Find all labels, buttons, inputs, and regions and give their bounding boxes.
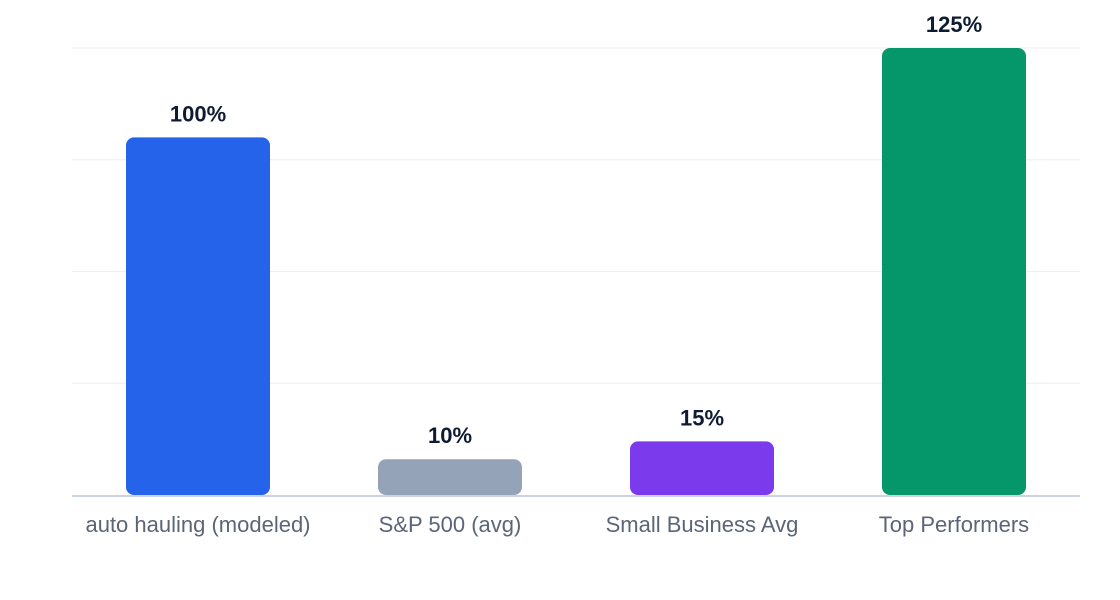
bar-value-label: 125% [926,12,982,37]
value-labels: 100% 10% 15% 125% [170,12,982,448]
bar [630,441,774,495]
x-tick-label: Small Business Avg [606,512,799,537]
x-tick-label: S&P 500 (avg) [379,512,522,537]
bars [126,48,1026,495]
bar [126,137,270,495]
x-tick-label: auto hauling (modeled) [85,512,310,537]
bar-value-label: 10% [428,423,472,448]
x-tick-label: Top Performers [879,512,1029,537]
bar [882,48,1026,495]
bar [378,459,522,495]
bar-value-label: 100% [170,101,226,126]
x-tick-labels: auto hauling (modeled) S&P 500 (avg) Small… [85,512,1029,537]
bar-value-label: 15% [680,405,724,430]
